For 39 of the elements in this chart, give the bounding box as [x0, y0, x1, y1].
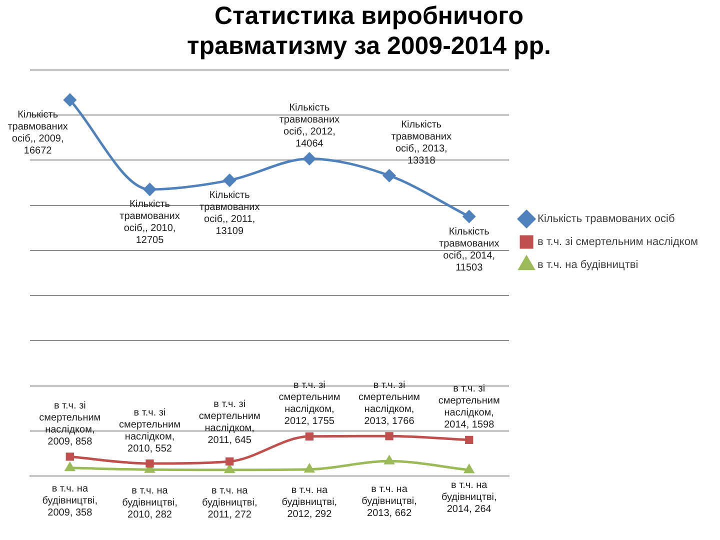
point — [384, 456, 394, 464]
data-label: Кількість травмованих осіб,, 2012, 14064 — [279, 102, 340, 150]
data-label: Кількість травмованих осіб,, 2013, 13318 — [391, 119, 452, 166]
legend-label: в т.ч. на будівництві — [538, 259, 638, 272]
data-label: Кількість травмованих осіб,, 2014, 11503 — [439, 226, 500, 274]
point — [305, 432, 314, 440]
chart-title: Статистика виробничого травматизму за 2009-2014 рр. — [187, 2, 551, 60]
legend-label: в т.ч. зі смертельним наслідком — [538, 236, 698, 248]
point — [303, 152, 316, 166]
point — [64, 94, 76, 106]
point — [464, 464, 474, 474]
data-label: Кількість травмованих осіб,, 2011, 13109 — [199, 190, 260, 238]
point — [304, 464, 314, 473]
point — [385, 432, 394, 440]
data-label: в т.ч. зі смертельним наслідком, 2013, 1766 — [358, 380, 420, 427]
point — [223, 174, 236, 187]
point — [66, 452, 74, 461]
data-label: Кількість травмованих осіб,, 2009, 16672 — [8, 110, 68, 157]
point — [383, 169, 396, 182]
data-label: в т.ч. зі смертельним наслідком, 2012, 1755 — [278, 380, 340, 428]
data-label: в т.ч. на будівництві, 2010, 282 — [122, 485, 178, 520]
data-label: в т.ч. зі смертельним наслідком, 2009, 858 — [39, 400, 101, 448]
point — [224, 464, 234, 474]
point — [462, 210, 476, 223]
data-label: в т.ч. на будівництві, 2014, 264 — [441, 480, 497, 515]
data-label: в т.ч. на будівництві, 2009, 358 — [42, 484, 98, 519]
legend-label: Кількість травмованих осіб — [538, 213, 675, 226]
point — [65, 462, 75, 472]
point — [146, 459, 154, 468]
point — [226, 457, 234, 466]
point — [144, 183, 156, 196]
data-label: в т.ч. зі смертельним наслідком, 2014, 1598 — [438, 384, 500, 431]
data-label: в т.ч. на будівництві, 2013, 662 — [362, 484, 417, 519]
data-label: в т.ч. зі смертельним наслідком, 2010, 552 — [119, 407, 181, 454]
data-label: Кількість травмованих осіб,, 2010, 12705 — [120, 199, 180, 246]
data-label: в т.ч. зі смертельним наслідком, 2011, 645 — [198, 399, 260, 446]
data-label: в т.ч. на будівництві, 2011, 272 — [202, 486, 258, 521]
data-label: в т.ч. на будівництві, 2012, 292 — [282, 485, 338, 520]
point — [465, 436, 474, 444]
